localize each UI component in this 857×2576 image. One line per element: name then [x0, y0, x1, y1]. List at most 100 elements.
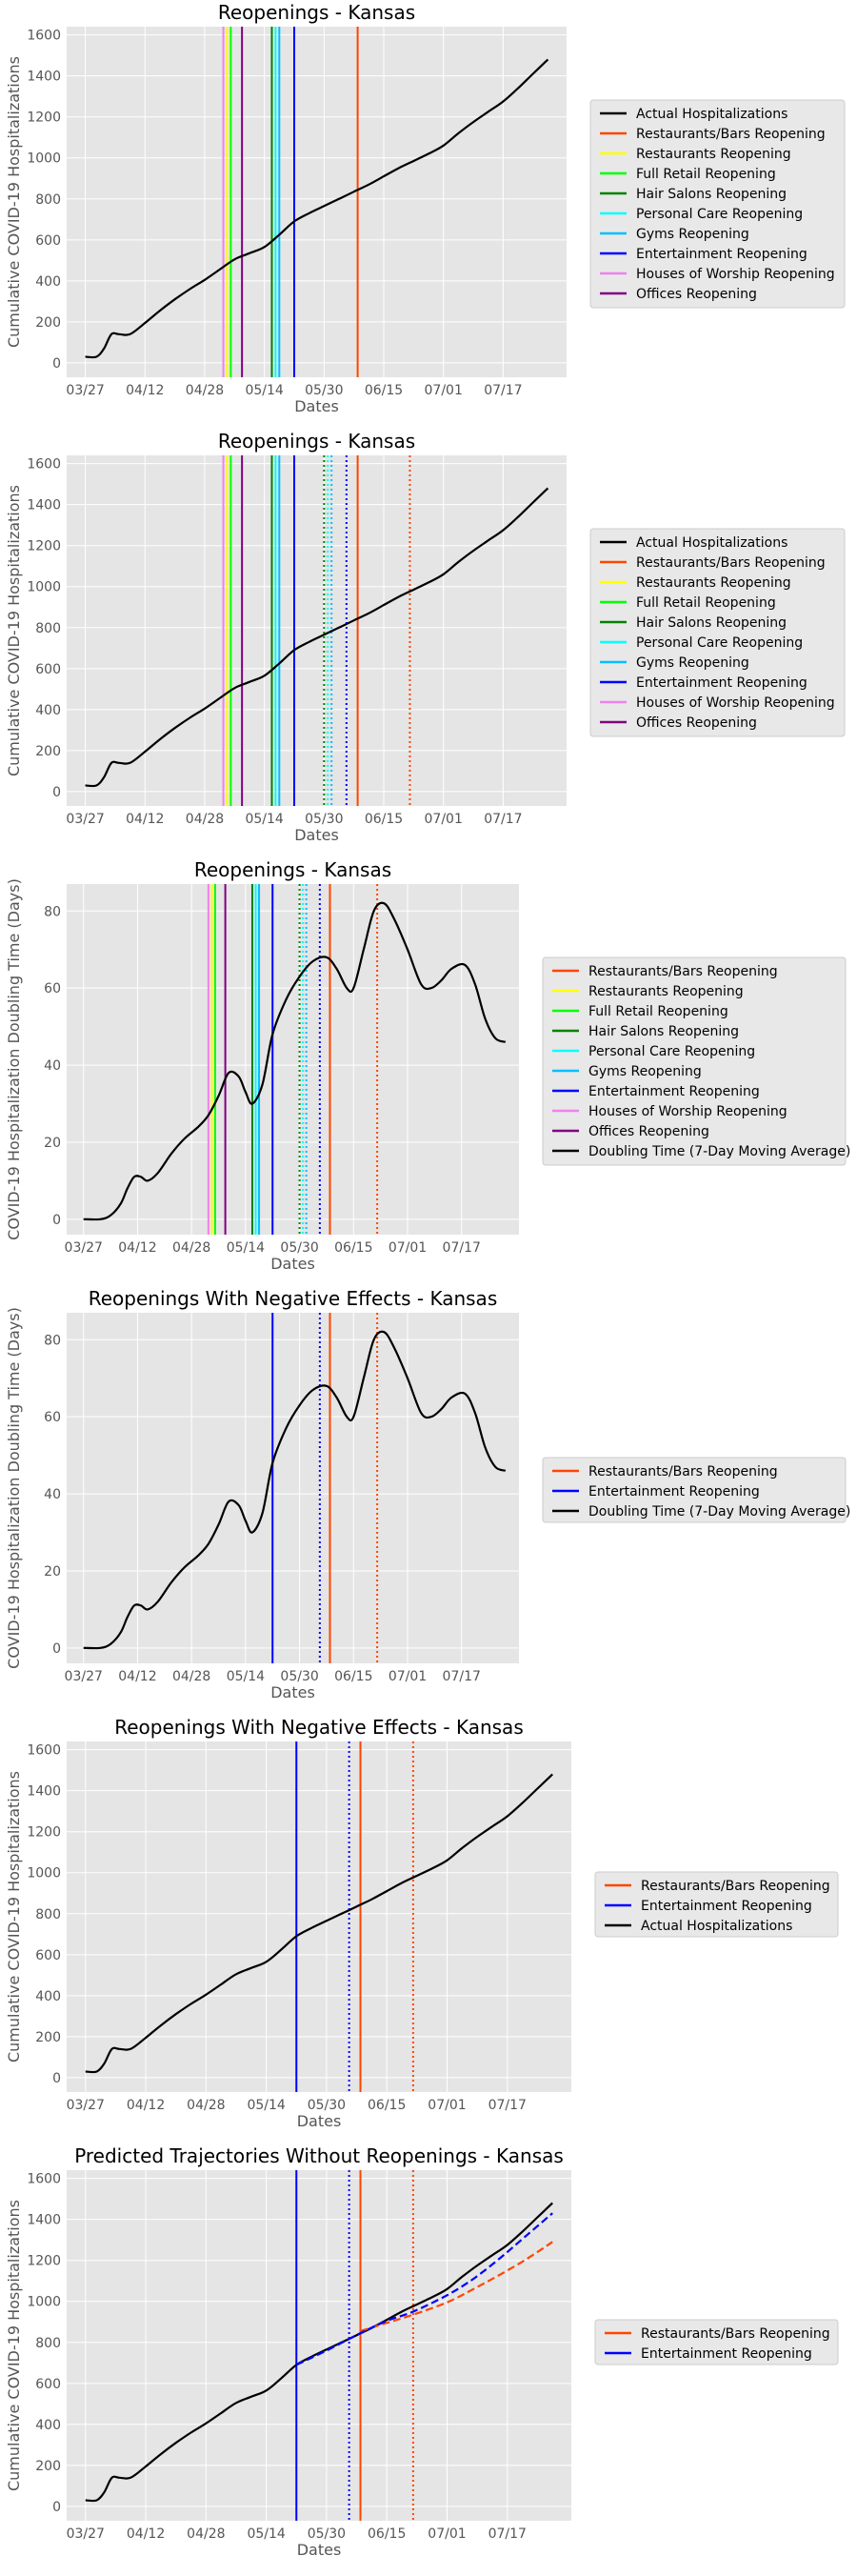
legend-label: Houses of Worship Reopening	[636, 695, 835, 711]
chart-title: Reopenings - Kansas	[194, 858, 391, 881]
y-tick-label: 800	[35, 621, 61, 636]
y-tick-label: 0	[52, 785, 61, 800]
y-tick-label: 0	[52, 1213, 61, 1228]
y-tick-label: 80	[44, 904, 61, 919]
x-tick-label: 06/15	[368, 2526, 406, 2542]
y-tick-label: 1600	[27, 29, 61, 44]
x-tick-label: 04/28	[187, 2526, 225, 2542]
y-tick-label: 1600	[27, 457, 61, 473]
y-tick-label: 400	[35, 703, 61, 718]
x-tick-label: 04/12	[118, 1669, 156, 1684]
x-tick-label: 05/14	[245, 812, 283, 827]
legend-label: Restaurants Reopening	[636, 575, 791, 591]
x-tick-label: 06/15	[334, 1669, 372, 1684]
chart-title: Reopenings With Negative Effects - Kansa…	[114, 1716, 524, 1739]
x-tick-label: 03/27	[67, 2098, 105, 2113]
y-tick-label: 1200	[27, 539, 61, 554]
legend-label: Restaurants Reopening	[588, 984, 744, 999]
x-tick-label: 07/01	[389, 1669, 427, 1684]
x-tick-label: 05/30	[280, 1240, 318, 1256]
legend-label: Entertainment Reopening	[641, 2346, 812, 2362]
legend-label: Actual Hospitalizations	[636, 535, 787, 551]
y-tick-label: 60	[44, 981, 61, 996]
y-tick-label: 400	[35, 274, 61, 290]
y-tick-label: 200	[35, 2459, 61, 2474]
y-axis-label: Cumulative COVID-19 Hospitalizations	[5, 2200, 23, 2491]
chart-title: Reopenings - Kansas	[218, 1, 415, 24]
y-tick-label: 800	[35, 2336, 61, 2351]
y-tick-label: 400	[35, 1989, 61, 2004]
y-tick-label: 200	[35, 2030, 61, 2045]
chart-panel-4: 03/27 04/12 04/28 05/14 05/30 06/15 07/01 07/17…	[5, 1287, 850, 1701]
data-layer	[85, 2170, 553, 2521]
y-tick-label: 1000	[27, 2295, 61, 2310]
y-tick-label: 1200	[27, 111, 61, 126]
data-layer	[85, 27, 549, 377]
y-tick-label: 800	[35, 1907, 61, 1922]
legend-label: Offices Reopening	[636, 287, 757, 302]
y-tick-label: 600	[35, 233, 61, 249]
y-axis-label: Cumulative COVID-19 Hospitalizations	[5, 56, 23, 348]
x-tick-label: 05/14	[245, 383, 283, 398]
x-tick-label: 06/15	[334, 1240, 372, 1256]
legend-label: Restaurants/Bars Reopening	[636, 127, 826, 142]
legend-label: Full Retail Reopening	[636, 167, 776, 182]
y-tick-label: 1000	[27, 580, 61, 595]
x-tick-label: 07/17	[443, 1240, 481, 1256]
x-axis-label: Dates	[297, 2541, 342, 2559]
x-tick-label: 06/15	[365, 383, 403, 398]
y-tick-label: 1400	[27, 2213, 61, 2228]
y-tick-label: 1200	[27, 2254, 61, 2269]
plot-area	[67, 1313, 519, 1663]
legend-label: Actual Hospitalizations	[641, 1919, 792, 1934]
x-tick-label: 05/30	[280, 1669, 318, 1684]
x-tick-label: 07/01	[389, 1240, 427, 1256]
y-tick-label: 800	[35, 192, 61, 208]
data-layer	[85, 455, 549, 806]
data-layer	[85, 1741, 553, 2092]
legend-label: Gyms Reopening	[636, 655, 749, 671]
legend-label: Full Retail Reopening	[636, 595, 776, 611]
y-axis-label: COVID-19 Hospitalization Doubling Time (…	[5, 1307, 23, 1669]
legend-box	[542, 1457, 847, 1523]
y-tick-label: 0	[52, 356, 61, 372]
x-axis-label: Dates	[294, 397, 339, 415]
legend-box	[542, 956, 847, 1166]
x-tick-label: 04/12	[126, 812, 164, 827]
data-layer	[83, 884, 507, 1235]
y-tick-label: 1000	[27, 1866, 61, 1882]
legend-label: Restaurants/Bars Reopening	[636, 555, 826, 571]
legend-label: Doubling Time (7-Day Moving Average)	[588, 1504, 850, 1519]
y-tick-label: 20	[44, 1564, 61, 1580]
legend: Restaurants/Bars Reopening Entertainment …	[594, 2319, 839, 2365]
x-tick-label: 07/17	[488, 2098, 527, 2113]
y-tick-label: 40	[44, 1058, 61, 1074]
chart-panel-2: 03/27 04/12 04/28 05/14 05/30 06/15 07/01 07/17…	[5, 430, 846, 844]
legend-label: Entertainment Reopening	[636, 247, 807, 262]
x-tick-label: 05/30	[308, 2098, 346, 2113]
x-tick-label: 07/01	[425, 812, 463, 827]
legend-label: Personal Care Reopening	[636, 635, 803, 651]
x-tick-label: 03/27	[67, 2526, 105, 2542]
x-tick-label: 04/12	[127, 2526, 165, 2542]
y-tick-label: 1200	[27, 1825, 61, 1841]
chart-title: Predicted Trajectories Without Reopening…	[74, 2144, 564, 2167]
x-tick-label: 05/30	[308, 2526, 346, 2542]
y-tick-label: 0	[52, 2071, 61, 2086]
series-line	[85, 487, 549, 788]
legend-label: Houses of Worship Reopening	[588, 1104, 787, 1119]
x-tick-label: 04/12	[118, 1240, 156, 1256]
legend: Restaurants/Bars Reopening Entertainment …	[594, 1871, 839, 1938]
chart-panel-6: 03/27 04/12 04/28 05/14 05/30 06/15 07/01 07/17…	[5, 2144, 839, 2559]
x-tick-label: 04/12	[127, 2098, 165, 2113]
data-layer	[83, 1313, 507, 1663]
x-tick-label: 06/15	[368, 2098, 406, 2113]
y-tick-label: 1000	[27, 151, 61, 167]
chart-panel-5: 03/27 04/12 04/28 05/14 05/30 06/15 07/01 07/17…	[5, 1716, 839, 2130]
x-tick-label: 04/28	[187, 2098, 225, 2113]
series-line	[83, 901, 507, 1221]
series-line	[295, 2212, 553, 2366]
y-tick-label: 0	[52, 1641, 61, 1657]
x-tick-label: 05/14	[247, 2098, 285, 2113]
